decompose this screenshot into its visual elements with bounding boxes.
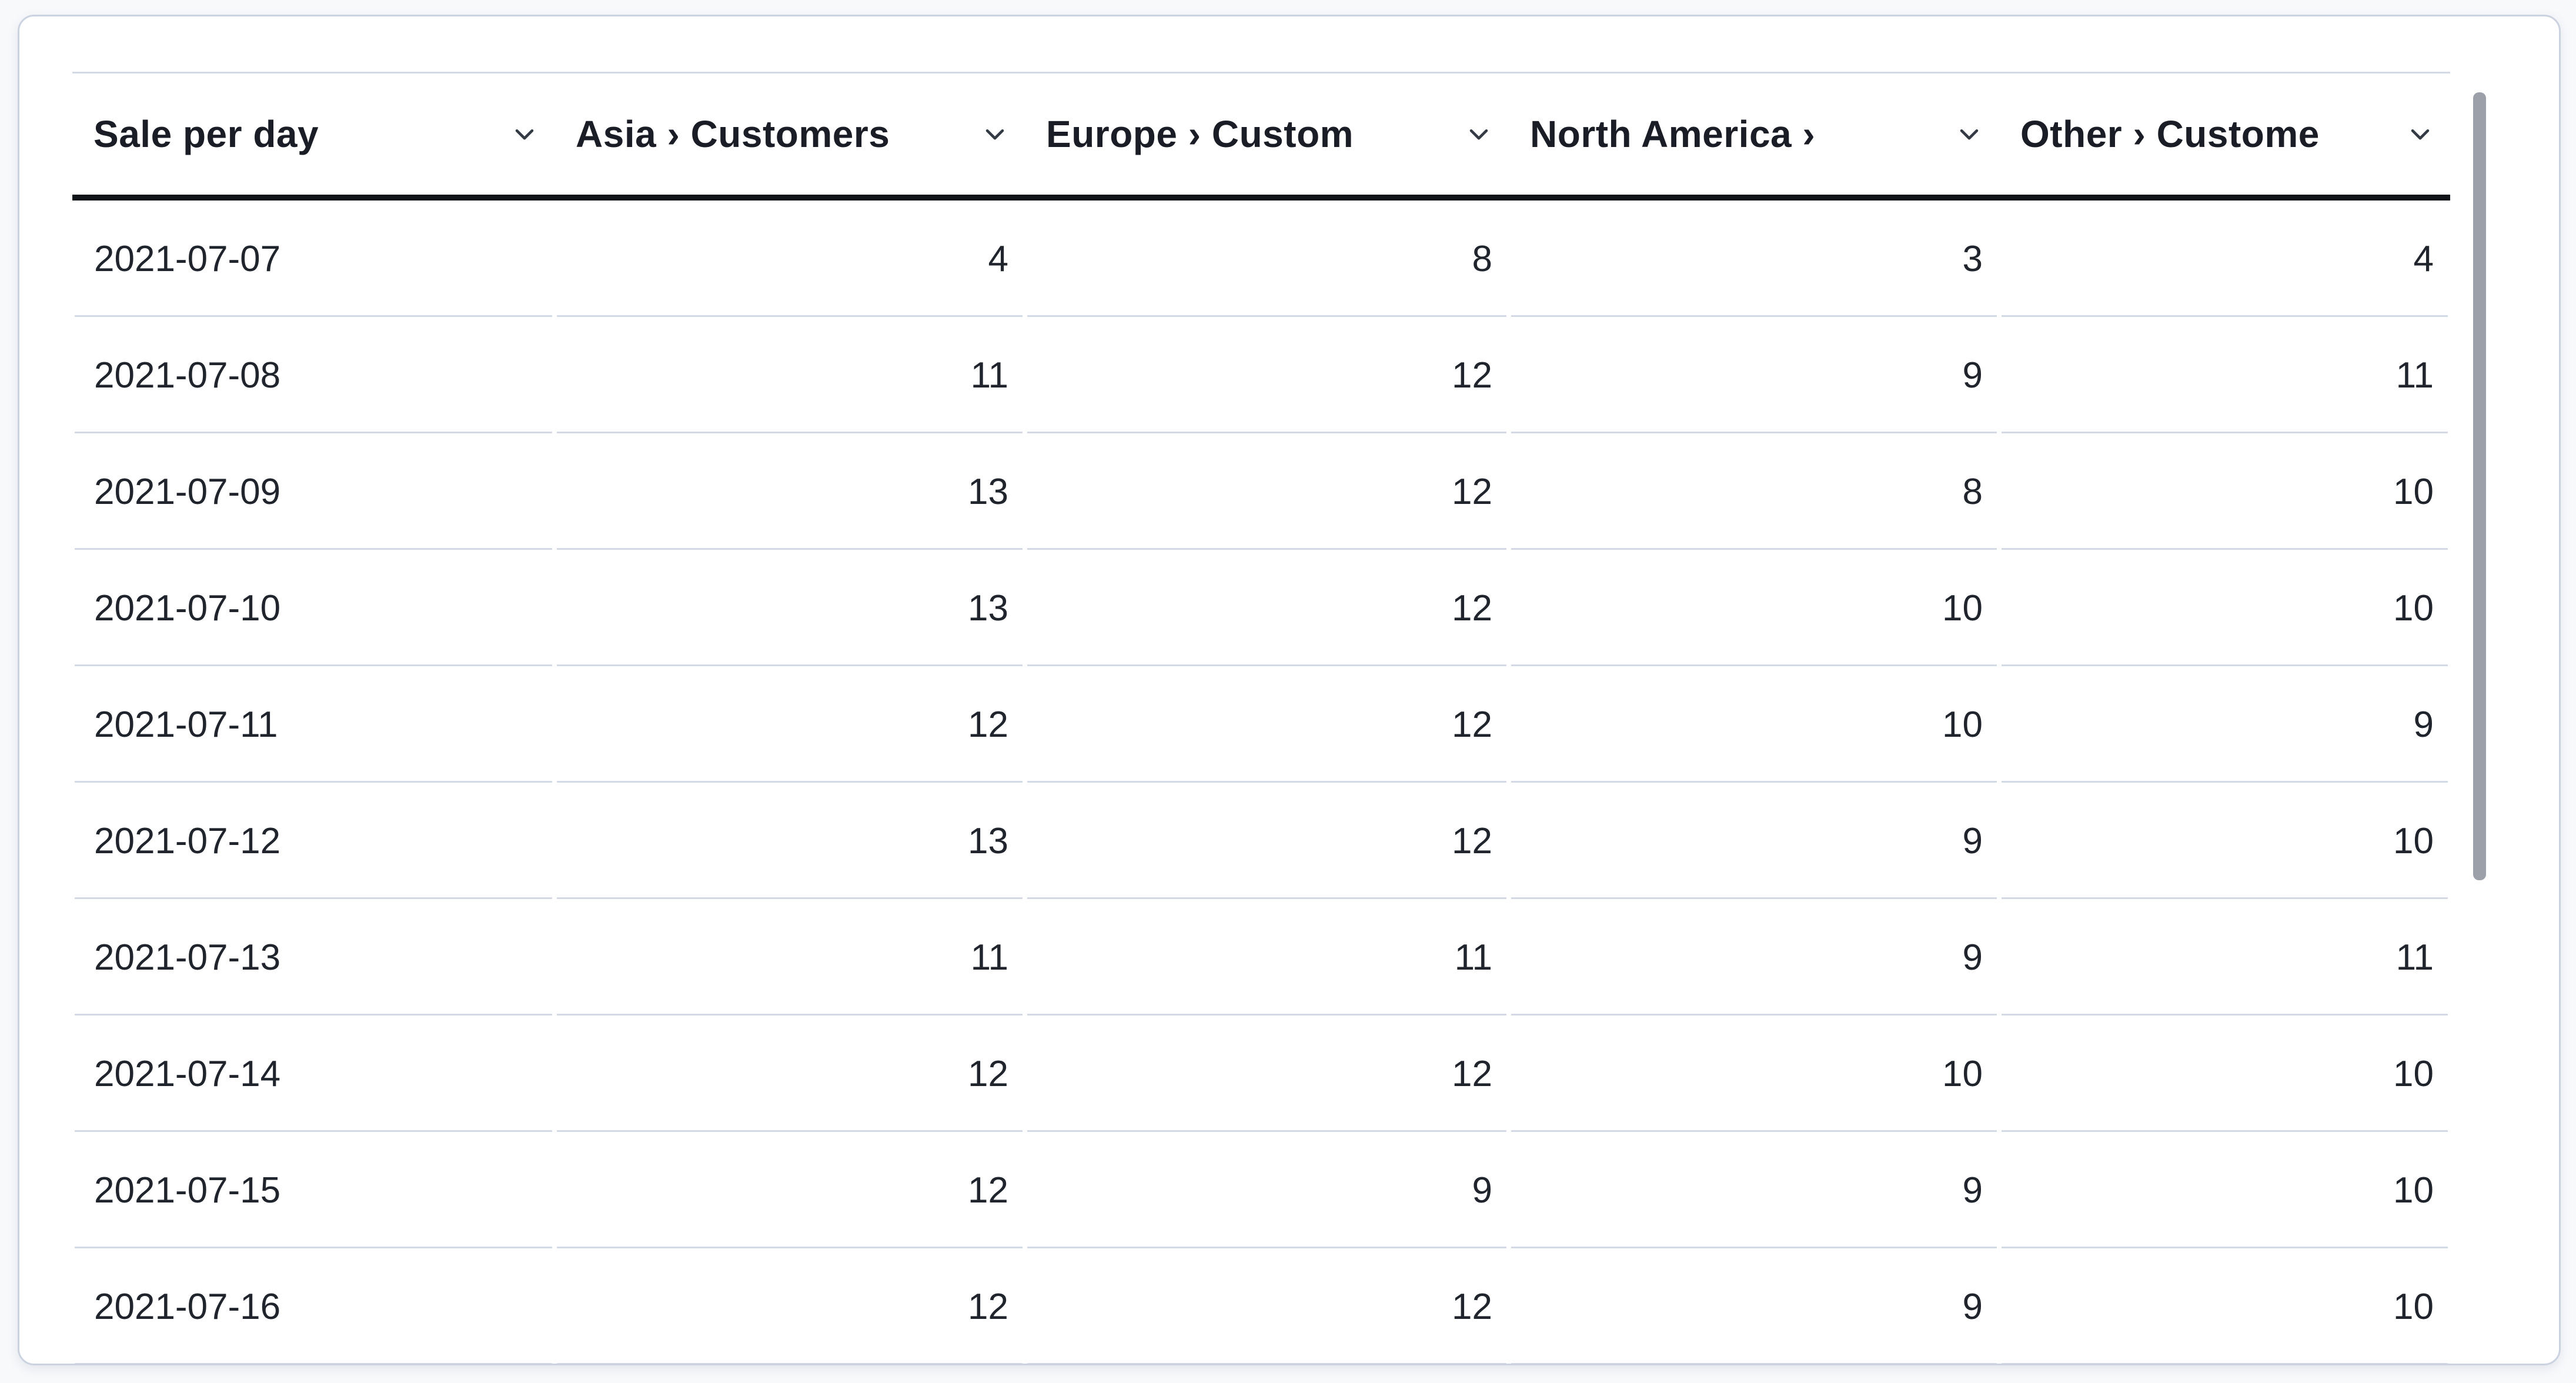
value-cell: 10 [1999, 1248, 2450, 1364]
value-cell: 12 [1025, 1248, 1509, 1364]
value-cell: 12 [1025, 666, 1509, 783]
table-row: 2021-07-09 13 12 8 10 [72, 433, 2450, 550]
value-cell: 13 [554, 550, 1025, 666]
value-cell: 9 [1509, 1132, 1999, 1248]
value-cell: 11 [1999, 899, 2450, 1015]
column-header-europe-customers[interactable]: Europe › Custom [1025, 74, 1509, 195]
date-cell: 2021-07-07 [72, 201, 554, 317]
column-header-asia-customers[interactable]: Asia › Customers [554, 74, 1025, 195]
column-header-label: Other › Custome [2020, 113, 2320, 155]
value-cell: 12 [554, 666, 1025, 783]
table-row: 2021-07-15 12 9 9 10 [72, 1132, 2450, 1248]
date-cell: 2021-07-11 [72, 666, 554, 783]
table-row: 2021-07-14 12 12 10 10 [72, 1015, 2450, 1132]
table-row: 2021-07-11 12 12 10 9 [72, 666, 2450, 783]
value-cell: 12 [1025, 1015, 1509, 1132]
table-row: 2021-07-13 11 11 9 11 [72, 899, 2450, 1015]
value-cell: 4 [1999, 201, 2450, 317]
date-cell: 2021-07-10 [72, 550, 554, 666]
value-cell: 10 [1999, 550, 2450, 666]
date-cell: 2021-07-09 [72, 433, 554, 550]
chevron-down-icon[interactable] [981, 121, 1008, 148]
column-header-north-america-customers[interactable]: North America › [1509, 74, 1999, 195]
value-cell: 13 [554, 783, 1025, 899]
table-row: 2021-07-08 11 12 9 11 [72, 317, 2450, 433]
value-cell: 12 [554, 1015, 1025, 1132]
date-cell: 2021-07-15 [72, 1132, 554, 1248]
chevron-down-icon[interactable] [1956, 121, 1983, 148]
date-cell: 2021-07-16 [72, 1248, 554, 1364]
chevron-down-icon[interactable] [1465, 121, 1492, 148]
value-cell: 3 [1509, 201, 1999, 317]
column-header-label: Europe › Custom [1046, 113, 1354, 155]
value-cell: 10 [1999, 1132, 2450, 1248]
table-header-row: Sale per day Asia › Customers Europe › Cus… [72, 74, 2450, 201]
data-table: Sale per day Asia › Customers Europe › Cus… [72, 72, 2450, 1364]
column-header-label: North America › [1530, 113, 1816, 155]
value-cell: 12 [554, 1248, 1025, 1364]
value-cell: 9 [1509, 1248, 1999, 1364]
value-cell: 10 [1999, 433, 2450, 550]
table-row: 2021-07-10 13 12 10 10 [72, 550, 2450, 666]
chevron-down-icon[interactable] [2407, 121, 2434, 148]
table-body: 2021-07-07 4 8 3 4 2021-07-08 11 12 9 11 2021-07-0… [72, 201, 2450, 1364]
column-header-label: Sale per day [93, 113, 319, 155]
value-cell: 12 [554, 1132, 1025, 1248]
value-cell: 9 [1509, 899, 1999, 1015]
value-cell: 12 [1025, 433, 1509, 550]
table-row: 2021-07-16 12 12 9 10 [72, 1248, 2450, 1364]
value-cell: 12 [1025, 783, 1509, 899]
value-cell: 9 [1025, 1132, 1509, 1248]
date-cell: 2021-07-13 [72, 899, 554, 1015]
value-cell: 4 [554, 201, 1025, 317]
value-cell: 13 [554, 433, 1025, 550]
datatable-card: Sale per day Asia › Customers Europe › Cus… [18, 15, 2561, 1365]
value-cell: 11 [1025, 899, 1509, 1015]
value-cell: 10 [1999, 1015, 2450, 1132]
date-cell: 2021-07-14 [72, 1015, 554, 1132]
value-cell: 11 [554, 317, 1025, 433]
value-cell: 10 [1509, 550, 1999, 666]
value-cell: 10 [1509, 1015, 1999, 1132]
chevron-down-icon[interactable] [511, 121, 538, 148]
value-cell: 10 [1999, 783, 2450, 899]
column-header-sale-per-day[interactable]: Sale per day [72, 74, 554, 195]
value-cell: 8 [1509, 433, 1999, 550]
value-cell: 11 [1999, 317, 2450, 433]
table-row: 2021-07-12 13 12 9 10 [72, 783, 2450, 899]
value-cell: 12 [1025, 550, 1509, 666]
table-row: 2021-07-07 4 8 3 4 [72, 201, 2450, 317]
value-cell: 12 [1025, 317, 1509, 433]
value-cell: 9 [1509, 783, 1999, 899]
date-cell: 2021-07-08 [72, 317, 554, 433]
value-cell: 9 [1509, 317, 1999, 433]
value-cell: 8 [1025, 201, 1509, 317]
value-cell: 11 [554, 899, 1025, 1015]
date-cell: 2021-07-12 [72, 783, 554, 899]
vertical-scrollbar-thumb[interactable] [2473, 92, 2486, 880]
column-header-label: Asia › Customers [576, 113, 890, 155]
value-cell: 10 [1509, 666, 1999, 783]
column-header-other-customers[interactable]: Other › Custome [1999, 74, 2450, 195]
value-cell: 9 [1999, 666, 2450, 783]
